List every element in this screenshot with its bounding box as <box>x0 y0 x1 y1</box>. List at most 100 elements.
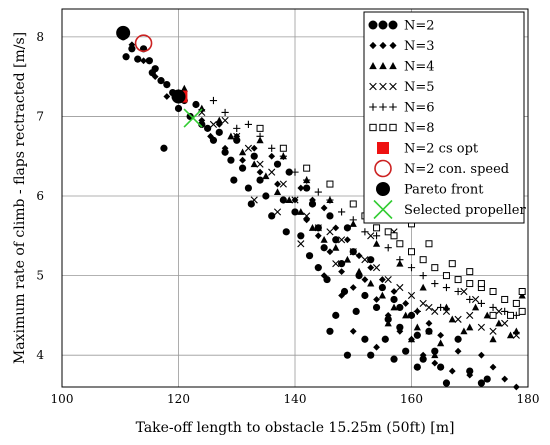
data-point <box>227 156 235 164</box>
data-point <box>134 55 142 63</box>
data-point <box>367 351 375 359</box>
data-point <box>396 240 404 248</box>
data-point <box>128 41 136 49</box>
legend-marker <box>388 20 398 30</box>
data-point <box>151 73 159 81</box>
legend-label: Pareto front <box>404 183 484 198</box>
legend-item: N=2 con. speed <box>374 159 509 178</box>
data-point <box>262 192 270 200</box>
data-point <box>291 208 299 216</box>
data-point <box>495 307 503 315</box>
data-point <box>373 343 380 351</box>
data-point <box>442 307 451 315</box>
data-point <box>477 299 485 308</box>
data-point <box>221 116 229 124</box>
data-point <box>466 323 474 331</box>
data-point <box>273 160 282 168</box>
data-point <box>338 292 345 299</box>
data-point <box>268 152 276 160</box>
data-point <box>308 200 317 208</box>
data-point <box>279 152 287 160</box>
plot-frame <box>61 8 529 388</box>
data-point <box>413 323 421 331</box>
data-point <box>419 283 427 291</box>
data-point <box>483 375 491 383</box>
data-point <box>396 303 404 312</box>
data-point <box>378 283 386 292</box>
x-axis-label: Take-off length to obstacle 15.25m (50ft… <box>136 420 455 436</box>
data-point <box>396 327 404 335</box>
data-point <box>373 296 380 303</box>
data-point <box>489 335 497 343</box>
data-point <box>396 256 404 264</box>
y-tick-label: 7 <box>36 109 44 123</box>
y-axis-label: Maximum rate of climb - flaps rectracted… <box>12 32 28 364</box>
data-point <box>308 224 317 231</box>
data-point <box>425 327 433 335</box>
data-point <box>314 224 322 232</box>
data-point <box>349 284 357 291</box>
legend-marker <box>389 123 397 132</box>
data-point <box>221 148 229 156</box>
legend-item: N=6 <box>369 101 435 116</box>
legend-marker <box>378 20 388 30</box>
data-point <box>466 268 474 276</box>
data-point <box>268 144 276 152</box>
data-point <box>344 236 351 244</box>
data-point <box>303 212 311 220</box>
data-point <box>507 311 515 319</box>
data-point <box>151 65 159 73</box>
data-point <box>215 128 223 136</box>
data-point <box>448 260 456 268</box>
data-point <box>332 311 340 319</box>
data-point <box>314 188 322 196</box>
data-point <box>134 34 153 53</box>
data-point <box>518 307 526 315</box>
data-point <box>489 327 497 335</box>
data-point <box>332 224 340 232</box>
legend-marker <box>377 142 389 154</box>
legend-label: N=8 <box>404 121 435 136</box>
data-point <box>320 204 328 212</box>
data-point <box>390 232 398 240</box>
data-point <box>501 307 509 315</box>
data-point <box>518 291 526 299</box>
data-point <box>160 144 168 152</box>
data-point <box>256 160 264 168</box>
data-point <box>384 244 392 252</box>
data-point <box>198 104 206 112</box>
data-point <box>209 96 218 105</box>
data-point <box>215 116 223 124</box>
data-point <box>230 176 238 184</box>
data-point <box>413 331 421 339</box>
data-point <box>419 271 427 280</box>
data-point <box>402 347 410 355</box>
data-point <box>238 148 247 156</box>
y-tick-label: 4 <box>36 348 44 362</box>
data-point <box>466 311 474 319</box>
data-point <box>303 164 311 172</box>
data-point <box>291 168 299 176</box>
data-point <box>332 243 340 251</box>
legend-item: Selected propeller <box>373 199 526 220</box>
data-point <box>466 367 474 375</box>
data-point <box>425 319 433 327</box>
data-point <box>425 303 433 312</box>
legend-item: N=2 <box>368 19 435 34</box>
data-point <box>183 108 203 128</box>
data-point <box>238 164 247 172</box>
data-point <box>326 327 334 335</box>
data-point <box>163 93 171 100</box>
data-point <box>390 303 398 311</box>
data-point <box>250 160 258 168</box>
series-n-2 <box>119 33 491 387</box>
legend-marker <box>369 41 377 50</box>
data-point <box>250 196 258 204</box>
legend-marker <box>369 123 377 132</box>
data-point <box>460 327 468 335</box>
data-point <box>402 311 410 319</box>
data-point <box>239 156 246 164</box>
data-point <box>489 363 497 371</box>
tick-labels: 100 120 140 160 180 4 5 6 7 8 <box>36 30 539 406</box>
data-point <box>209 120 218 128</box>
